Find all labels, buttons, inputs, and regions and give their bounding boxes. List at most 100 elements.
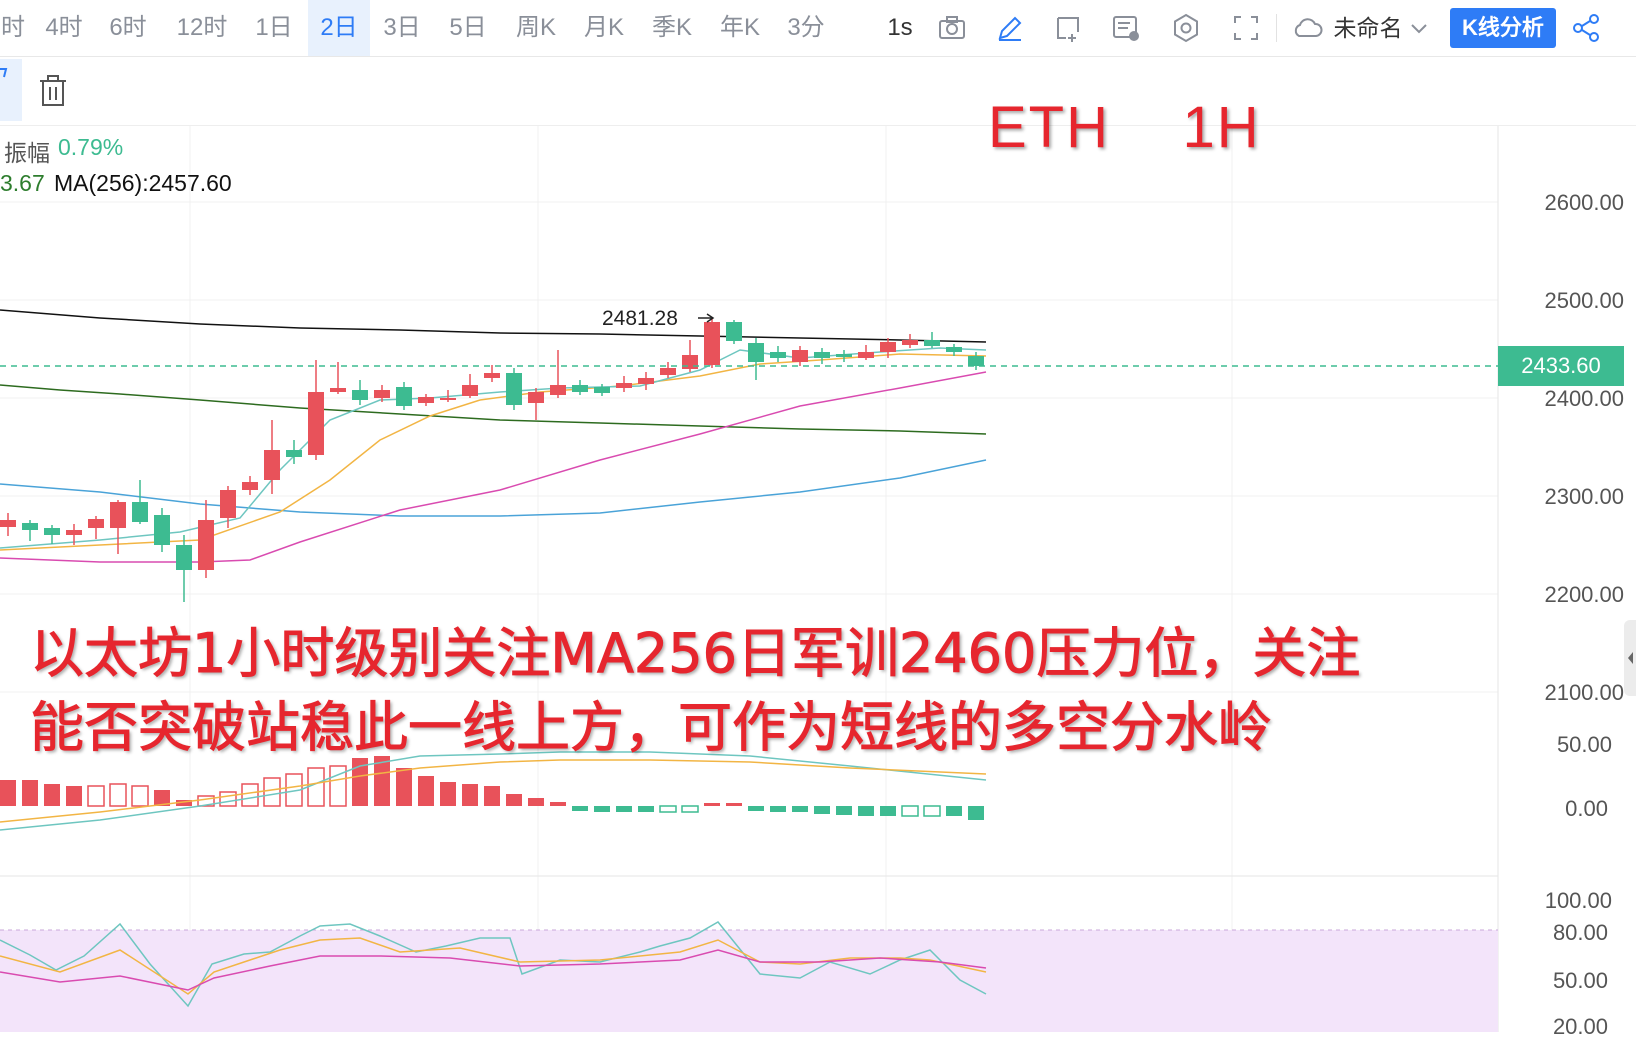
candle-body [836,354,852,357]
macd-bar [704,803,720,806]
candle-body [462,385,478,396]
candle-body [550,385,566,395]
macd-bar [681,805,699,813]
macd-bar [550,802,566,806]
macd-bar [66,786,82,806]
macd-bar [726,803,742,806]
timeframe-3min[interactable]: 3分 [787,14,825,41]
macd-bar [22,780,38,806]
ma-line [0,459,987,517]
toolbar-divider [1276,14,1277,42]
drawing-toolbar [0,57,1636,126]
interval-selector[interactable]: 1s [887,14,913,41]
price-tick: 2600.00 [1544,190,1624,215]
candle-body [506,373,522,405]
macd-bar [109,783,127,807]
kline-chart[interactable]: 2481.28 [0,126,1636,1032]
settings-icon[interactable] [1170,12,1202,44]
candle-body [396,387,412,406]
macd-bar [263,777,281,807]
candle-body [704,322,720,365]
candle-body [220,490,236,518]
chevron-down-icon[interactable] [1408,12,1430,44]
panel-collapse-handle[interactable] [1624,620,1636,696]
pencil-icon[interactable] [994,12,1026,44]
timeframe-week[interactable]: 周K [515,14,556,41]
timeframe-12h[interactable]: 12时 [176,14,228,41]
candle-body [572,385,588,392]
macd-bar [506,794,522,806]
timeframe-6h[interactable]: 6时 [109,14,147,41]
annotation-line-1: 以太坊1小时级别关注MA256日军训2460压力位，关注 [29,622,1361,686]
chart-area[interactable]: 2481.28 [0,126,1636,1032]
macd-dea-line [0,759,987,823]
candle-body [0,520,16,527]
candle-body [902,340,918,345]
symbol-timeframe: 1H [1182,95,1261,160]
macd-bar [87,785,105,807]
timeframe-5d[interactable]: 5日 [449,14,487,41]
trash-icon[interactable] [36,73,70,109]
candlesticks [0,318,984,602]
macd-bar [968,806,984,820]
current-price-tag: 2433.60 [1498,346,1624,386]
macd-bar [44,784,60,806]
layout-name[interactable]: 未命名 [1333,15,1403,41]
macd-bar [418,776,434,806]
timeframe-1d[interactable]: 1日 [255,14,293,41]
candle-body [594,387,610,393]
candle-body [374,390,390,398]
macd-histogram [0,751,987,831]
cloud-icon[interactable] [1290,12,1324,44]
price-tick: 2200.00 [1544,582,1624,607]
ma-line [0,384,987,435]
camera-icon[interactable] [936,12,968,44]
macd-bar [946,806,962,816]
macd-tick: 50.00 [1556,732,1612,757]
add-layout-icon[interactable] [1052,12,1084,44]
grid [0,126,1498,1032]
macd-bar [374,756,390,806]
share-icon[interactable] [1570,12,1602,44]
macd-bar [440,782,456,806]
candle-body [198,520,214,570]
candle-body [440,398,456,400]
macd-bar [307,767,325,807]
kline-analysis-button[interactable]: K线分析 [1450,8,1556,48]
timeframe-4h[interactable]: 4时 [45,14,83,41]
symbol-title: ETH 1H [988,94,1261,161]
price-tick: 2100.00 [1544,680,1624,705]
chevron-left-icon [1628,652,1633,664]
fullscreen-icon[interactable] [1230,12,1262,44]
rsi-line-slow [0,949,987,991]
candle-body [660,368,676,375]
rsi-tick: 20.00 [1552,1014,1608,1039]
macd-bar [131,785,149,807]
candle-body [528,392,544,403]
macd-bar [770,806,786,812]
candle-body [132,502,148,522]
candle-body [176,545,192,570]
candle-body [946,347,962,352]
ma-value-partial: 3.67 [0,170,45,196]
candle-body [924,340,940,346]
timeframe-hour[interactable]: 时 [1,14,25,41]
candle-body [858,352,874,358]
drawing-tool-tab[interactable] [0,59,22,121]
macd-bar [219,791,237,807]
timeframe-year[interactable]: 年K [719,14,760,41]
candle-body [770,352,786,358]
macd-bar [241,783,259,807]
candle-body [330,388,346,392]
timeframe-quarter[interactable]: 季K [651,14,692,41]
timeframe-month[interactable]: 月K [583,14,624,41]
timeframe-2d[interactable]: 2日 [308,0,370,56]
amplitude-label: 振幅 [4,140,50,166]
candle-body [352,390,368,400]
amplitude-value: 0.79% [58,134,124,160]
danmaku-icon[interactable] [1110,12,1142,44]
timeframe-3d[interactable]: 3日 [383,14,421,41]
candle-body [968,356,984,366]
macd-bar [901,805,919,817]
candle-body [880,342,896,352]
